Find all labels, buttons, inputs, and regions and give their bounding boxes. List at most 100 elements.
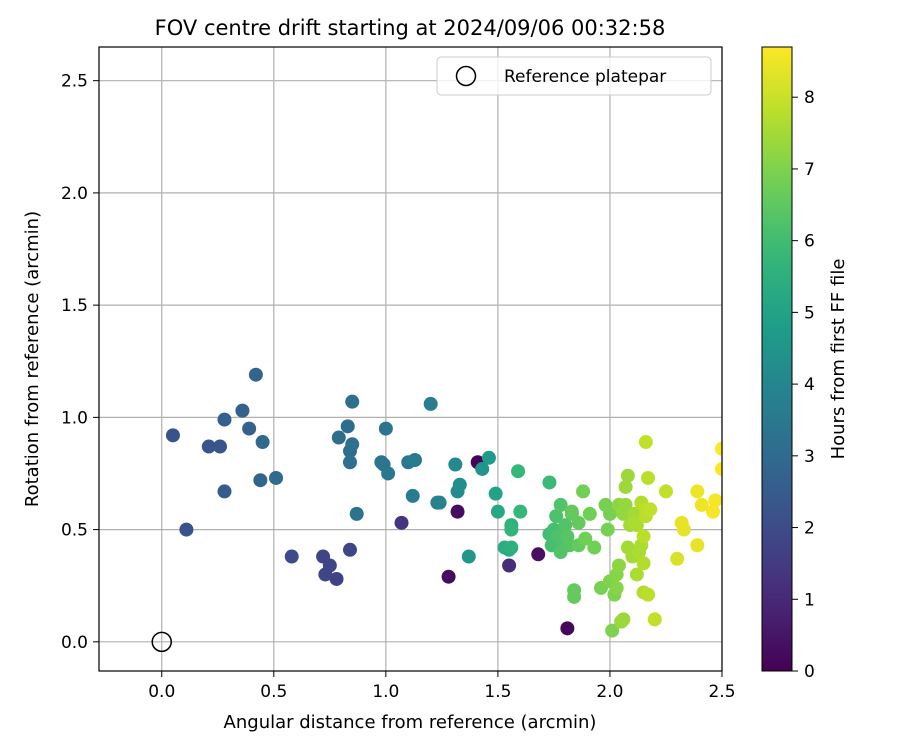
scatter-point bbox=[511, 464, 526, 479]
scatter-point bbox=[217, 484, 232, 499]
scatter-point bbox=[253, 473, 268, 488]
x-tick-label: 2.5 bbox=[708, 682, 735, 702]
legend-box bbox=[436, 56, 712, 96]
scatter-point bbox=[578, 531, 593, 546]
scatter-point bbox=[165, 428, 180, 443]
scatter-point bbox=[618, 479, 633, 494]
plot-area: 0.0 0.5 1.0 1.5 2.0 2.5 0.0 0.5 1.0 1.5 2.0 2.5 bbox=[61, 46, 736, 702]
scatter-point bbox=[423, 396, 438, 411]
scatter-point bbox=[558, 518, 573, 533]
scatter-point bbox=[329, 571, 344, 586]
y-tick-label: 2.0 bbox=[61, 184, 88, 204]
scatter-point bbox=[340, 419, 355, 434]
scatter-point bbox=[629, 518, 644, 533]
scatter-point bbox=[690, 484, 705, 499]
scatter-point bbox=[345, 394, 360, 409]
scatter-point bbox=[706, 504, 721, 519]
colorbar-tick-label: 0 bbox=[804, 662, 815, 682]
y-tick-label: 0.0 bbox=[61, 633, 88, 653]
colorbar-tick-label: 6 bbox=[804, 232, 815, 252]
scatter-point bbox=[450, 504, 465, 519]
scatter-point bbox=[405, 488, 420, 503]
scatter-point bbox=[452, 477, 467, 492]
x-tick-label: 2.0 bbox=[596, 682, 623, 702]
scatter-point bbox=[629, 567, 644, 582]
scatter-point bbox=[641, 470, 656, 485]
scatter-point bbox=[513, 504, 528, 519]
scatter-point bbox=[502, 558, 517, 573]
colorbar-ticks: 0 1 2 3 4 5 6 7 8 bbox=[792, 88, 815, 682]
scatter-point bbox=[658, 484, 673, 499]
scatter-point bbox=[567, 589, 582, 604]
scatter-point bbox=[201, 439, 216, 454]
scatter-point bbox=[235, 403, 250, 418]
scatter-point bbox=[504, 522, 519, 537]
x-tick-label: 1.5 bbox=[484, 682, 511, 702]
scatter-point bbox=[448, 457, 463, 472]
scatter-point bbox=[636, 556, 651, 571]
scatter-point bbox=[504, 540, 519, 555]
scatter-point bbox=[611, 558, 626, 573]
y-tick-label: 1.5 bbox=[61, 296, 88, 316]
scatter-point bbox=[331, 430, 346, 445]
legend-label: Reference platepar bbox=[504, 67, 666, 87]
scatter-point bbox=[708, 493, 722, 508]
scatter-point bbox=[690, 538, 705, 553]
x-tick-label: 1.0 bbox=[372, 682, 399, 702]
scatter-point bbox=[605, 623, 620, 638]
colorbar-tick-label: 8 bbox=[804, 88, 815, 108]
x-axis-label: Angular distance from reference (arcmin) bbox=[224, 712, 597, 733]
scatter-points bbox=[165, 367, 722, 638]
scatter-point bbox=[441, 569, 456, 584]
colorbar: 0 1 2 3 4 5 6 7 8 Hours from first FF file bbox=[761, 46, 849, 682]
scatter-point bbox=[542, 475, 557, 490]
scatter-point bbox=[284, 549, 299, 564]
scatter-point bbox=[582, 506, 597, 521]
scatter-point bbox=[531, 547, 546, 562]
scatter-point bbox=[316, 549, 331, 564]
x-tick-label: 0.0 bbox=[148, 682, 175, 702]
colorbar-tick-label: 3 bbox=[804, 447, 815, 467]
scatter-point bbox=[349, 506, 364, 521]
scatter-point bbox=[481, 450, 496, 465]
scatter-point bbox=[553, 497, 568, 512]
scatter-point bbox=[641, 587, 656, 602]
scatter-point bbox=[587, 540, 602, 555]
scatter-point bbox=[643, 502, 658, 517]
chart-title: FOV centre drift starting at 2024/09/06 … bbox=[155, 16, 666, 40]
scatter-point bbox=[342, 542, 357, 557]
scatter-point bbox=[609, 580, 624, 595]
y-tick-label: 2.5 bbox=[61, 72, 88, 92]
colorbar-tick-label: 4 bbox=[804, 375, 815, 395]
scatter-point bbox=[461, 549, 476, 564]
scatter-point bbox=[638, 435, 653, 450]
scatter-point bbox=[715, 461, 722, 476]
x-axis-ticks: 0.0 0.5 1.0 1.5 2.0 2.5 bbox=[148, 671, 736, 702]
scatter-point bbox=[694, 497, 709, 512]
colorbar-tick-label: 5 bbox=[804, 303, 815, 323]
scatter-point bbox=[560, 621, 575, 636]
colorbar-label: Hours from first FF file bbox=[828, 259, 849, 460]
grid-lines bbox=[99, 47, 723, 671]
scatter-point bbox=[217, 412, 232, 427]
scatter-point bbox=[213, 439, 228, 454]
scatter-point bbox=[647, 612, 662, 627]
y-tick-label: 0.5 bbox=[61, 521, 88, 541]
scatter-point bbox=[407, 453, 422, 468]
scatter-point bbox=[618, 497, 633, 512]
scatter-point bbox=[715, 441, 722, 456]
y-axis-label: Rotation from reference (arcmin) bbox=[22, 211, 43, 507]
colorbar-tick-label: 1 bbox=[804, 590, 815, 610]
scatter-point bbox=[670, 551, 685, 566]
scatter-point bbox=[179, 522, 194, 537]
reference-platepar-marker bbox=[151, 631, 172, 653]
scatter-point bbox=[490, 504, 505, 519]
scatter-point bbox=[564, 504, 579, 519]
scatter-point bbox=[242, 421, 257, 436]
colorbar-bar bbox=[761, 46, 793, 672]
scatter-point bbox=[488, 486, 503, 501]
scatter-point bbox=[576, 484, 591, 499]
scatter-point bbox=[394, 515, 409, 530]
scatter-point bbox=[475, 461, 490, 476]
